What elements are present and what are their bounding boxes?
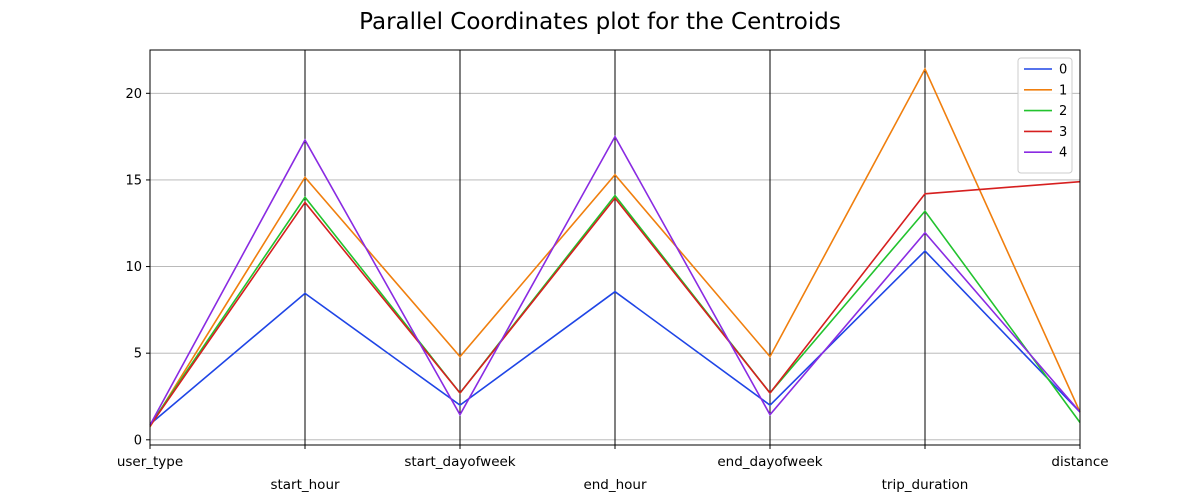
y-tick-label-3: 15 xyxy=(125,173,142,188)
x-ticks: user_type start_hour start_dayofweek end_ho… xyxy=(117,445,1109,493)
x-tick-label-start_dayofweek: start_dayofweek xyxy=(404,454,515,470)
y-tick-label-2: 10 xyxy=(125,260,142,275)
legend-label-1: 1 xyxy=(1059,83,1067,98)
legend-label-3: 3 xyxy=(1059,125,1067,140)
series-line-3 xyxy=(149,180,1081,427)
y-ticks: 0 5 10 15 20 xyxy=(125,87,150,448)
x-tick-label-user_type: user_type xyxy=(117,454,183,470)
series-line-0 xyxy=(149,249,1081,425)
series-line-4 xyxy=(149,134,1081,426)
y-tick-label-1: 5 xyxy=(134,347,142,362)
chart-title: Parallel Coordinates plot for the Centro… xyxy=(359,9,841,35)
series-line-1 xyxy=(149,67,1081,428)
legend-label-2: 2 xyxy=(1059,104,1067,119)
legend-label-4: 4 xyxy=(1059,146,1067,161)
legend: 0 1 2 3 4 xyxy=(1017,57,1073,174)
x-tick-label-end_dayofweek: end_dayofweek xyxy=(717,454,822,470)
x-tick-label-trip_duration: trip_duration xyxy=(882,477,969,493)
vertical-axes xyxy=(149,50,1081,445)
legend-box xyxy=(1017,57,1073,174)
series-line-2 xyxy=(149,194,1081,426)
x-tick-label-start_hour: start_hour xyxy=(270,477,340,493)
y-tick-label-4: 20 xyxy=(125,87,142,102)
x-tick-label-distance: distance xyxy=(1051,454,1108,470)
series-lines xyxy=(149,67,1081,428)
legend-label-0: 0 xyxy=(1059,63,1067,78)
x-tick-label-end_hour: end_hour xyxy=(583,477,647,493)
y-tick-label-0: 0 xyxy=(134,433,142,448)
